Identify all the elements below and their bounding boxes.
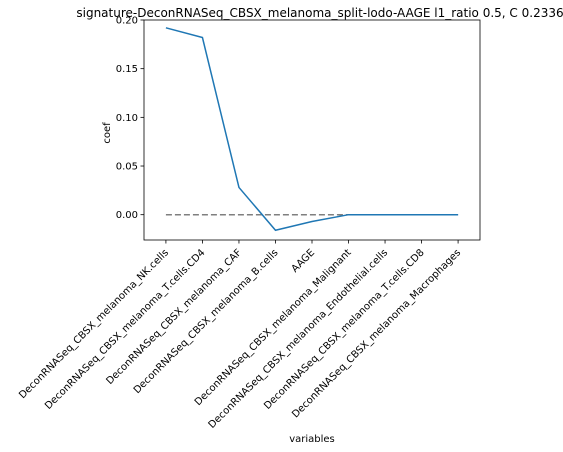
- x-tick-label: DeconRNASeq_CBSX_melanoma_CAF: [104, 247, 244, 387]
- y-tick-label: 0.05: [116, 162, 138, 173]
- x-tick-label: DeconRNASeq_CBSX_melanoma_T.cells.CD8: [262, 247, 427, 412]
- axes-frame: [143, 19, 481, 241]
- y-axis-label: coef: [102, 122, 113, 144]
- y-tick-label: 0.10: [116, 113, 138, 124]
- y-tick-label: 0.20: [116, 16, 138, 27]
- x-tick-label: DeconRNASeq_CBSX_melanoma_Macrophages: [290, 247, 463, 420]
- plot-area: 0.00 0.05 0.10 0.15 0.20 DeconRNASeq_CBSX_mel…: [17, 16, 481, 431]
- y-tick-label: 0.15: [116, 64, 138, 75]
- x-axis-label: variables: [289, 434, 335, 445]
- x-tick-label: AAGE: [290, 247, 317, 274]
- chart-title: signature-DeconRNASeq_CBSX_melanoma_spli…: [76, 6, 563, 20]
- series-line-0: [165, 27, 459, 232]
- x-tick-label: DeconRNASeq_CBSX_melanoma_T.cells.CD4: [43, 247, 208, 412]
- y-tick-label: 0.00: [116, 210, 138, 221]
